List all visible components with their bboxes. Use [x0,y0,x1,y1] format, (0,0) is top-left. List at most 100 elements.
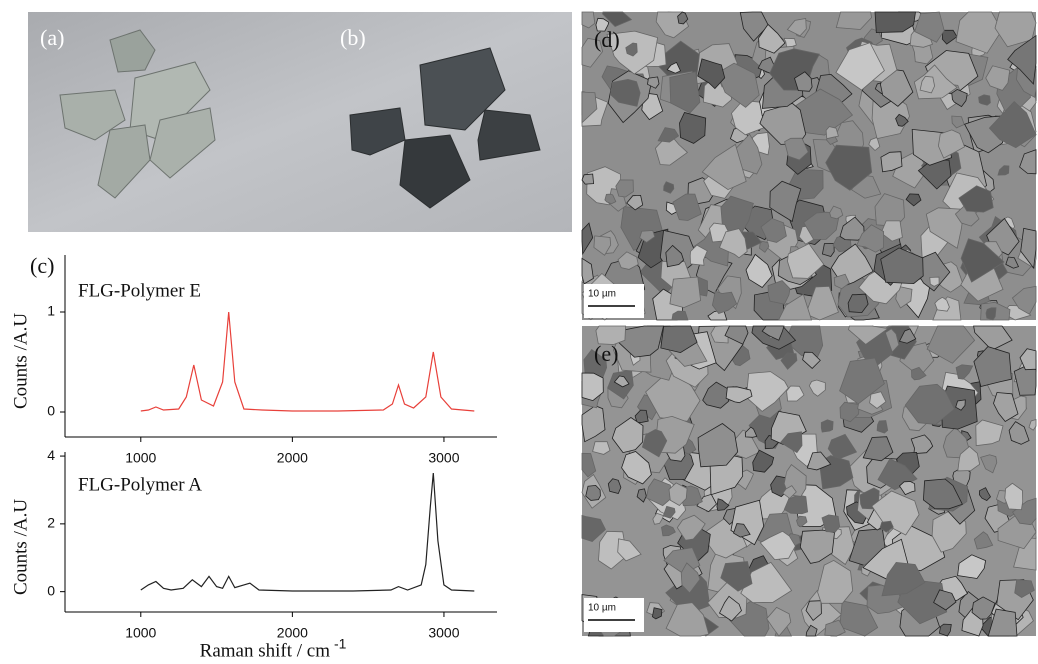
grain [880,151,903,173]
grain [641,429,668,458]
grain [752,449,775,473]
grain [905,193,922,207]
grain [960,238,1005,283]
grain [680,562,701,594]
grain [997,165,1010,176]
grain [676,514,706,541]
grain [937,129,965,159]
panel-label: (a) [40,25,64,50]
grain [786,385,805,402]
grain [1019,149,1037,175]
grain [581,452,597,478]
grain [1007,34,1037,85]
grain [951,88,968,108]
scale-bar-box [584,284,644,318]
grain [625,42,638,57]
panel-label: (e) [594,341,618,366]
grain [868,136,881,152]
grain [805,624,818,637]
grain [666,61,682,74]
grain [769,180,802,223]
grain [898,481,916,496]
grain [980,454,998,474]
grain [767,280,791,305]
grain [973,531,994,550]
grain [825,126,839,140]
grain [626,194,644,211]
photo: (a) (b) [28,12,572,232]
grain [879,68,914,107]
grain [581,91,598,124]
grain [636,488,647,503]
grain [910,434,934,455]
grain [895,113,909,127]
grain [617,251,639,270]
x-tick-label: 3000 [428,625,459,641]
grain [665,244,685,268]
grain [898,328,917,344]
grain [820,419,834,433]
grain [585,484,601,501]
x-axis-label: Raman shift / cm [200,640,331,661]
grain [1012,497,1037,526]
grain [829,205,844,220]
grain [876,420,889,434]
scale-bar-label: 10 µm [588,289,616,300]
grain [621,451,652,485]
grain [581,173,595,185]
grain [805,285,840,321]
y-tick-label: 0 [47,403,55,419]
dark-samples [349,47,541,209]
panel-label: (d) [594,27,620,52]
grain [955,399,966,411]
grain [824,619,846,637]
grain [847,293,869,314]
grain [839,357,885,405]
grain [647,76,660,89]
grain [782,485,797,499]
grain [973,346,1012,387]
grain [780,352,798,370]
grain [879,520,894,533]
fragment [149,107,216,179]
grain [669,71,701,114]
grain [957,445,981,472]
grain [880,247,924,285]
grain [744,426,758,438]
grain [821,514,841,533]
grain [739,11,769,42]
grain [613,375,630,388]
grain [607,478,622,494]
grain [880,220,903,242]
grain [957,554,987,579]
grain [938,623,952,637]
grain [724,325,749,345]
grain [874,11,916,34]
grain [783,494,809,515]
grain [745,371,789,412]
grain [634,409,649,424]
grain [988,101,1037,149]
spectrum-line [140,472,475,592]
grain [602,11,633,27]
spectra: 1000 2000 3000 0 1 Counts /A.U FLG-Polymer E 10… [10,255,497,661]
grain [817,559,854,604]
grain [581,11,596,29]
grain [663,181,675,194]
grain [951,115,965,129]
grain [786,18,807,37]
grain [795,88,854,136]
grain [919,75,936,94]
grain [922,478,963,510]
grain [733,523,751,538]
scale-bar-box [584,598,644,632]
grain [766,606,792,637]
grain [1019,348,1037,371]
grain [994,11,1037,48]
grain [796,515,808,528]
grain [987,608,1018,637]
grain [679,112,707,144]
fragment [399,134,471,209]
